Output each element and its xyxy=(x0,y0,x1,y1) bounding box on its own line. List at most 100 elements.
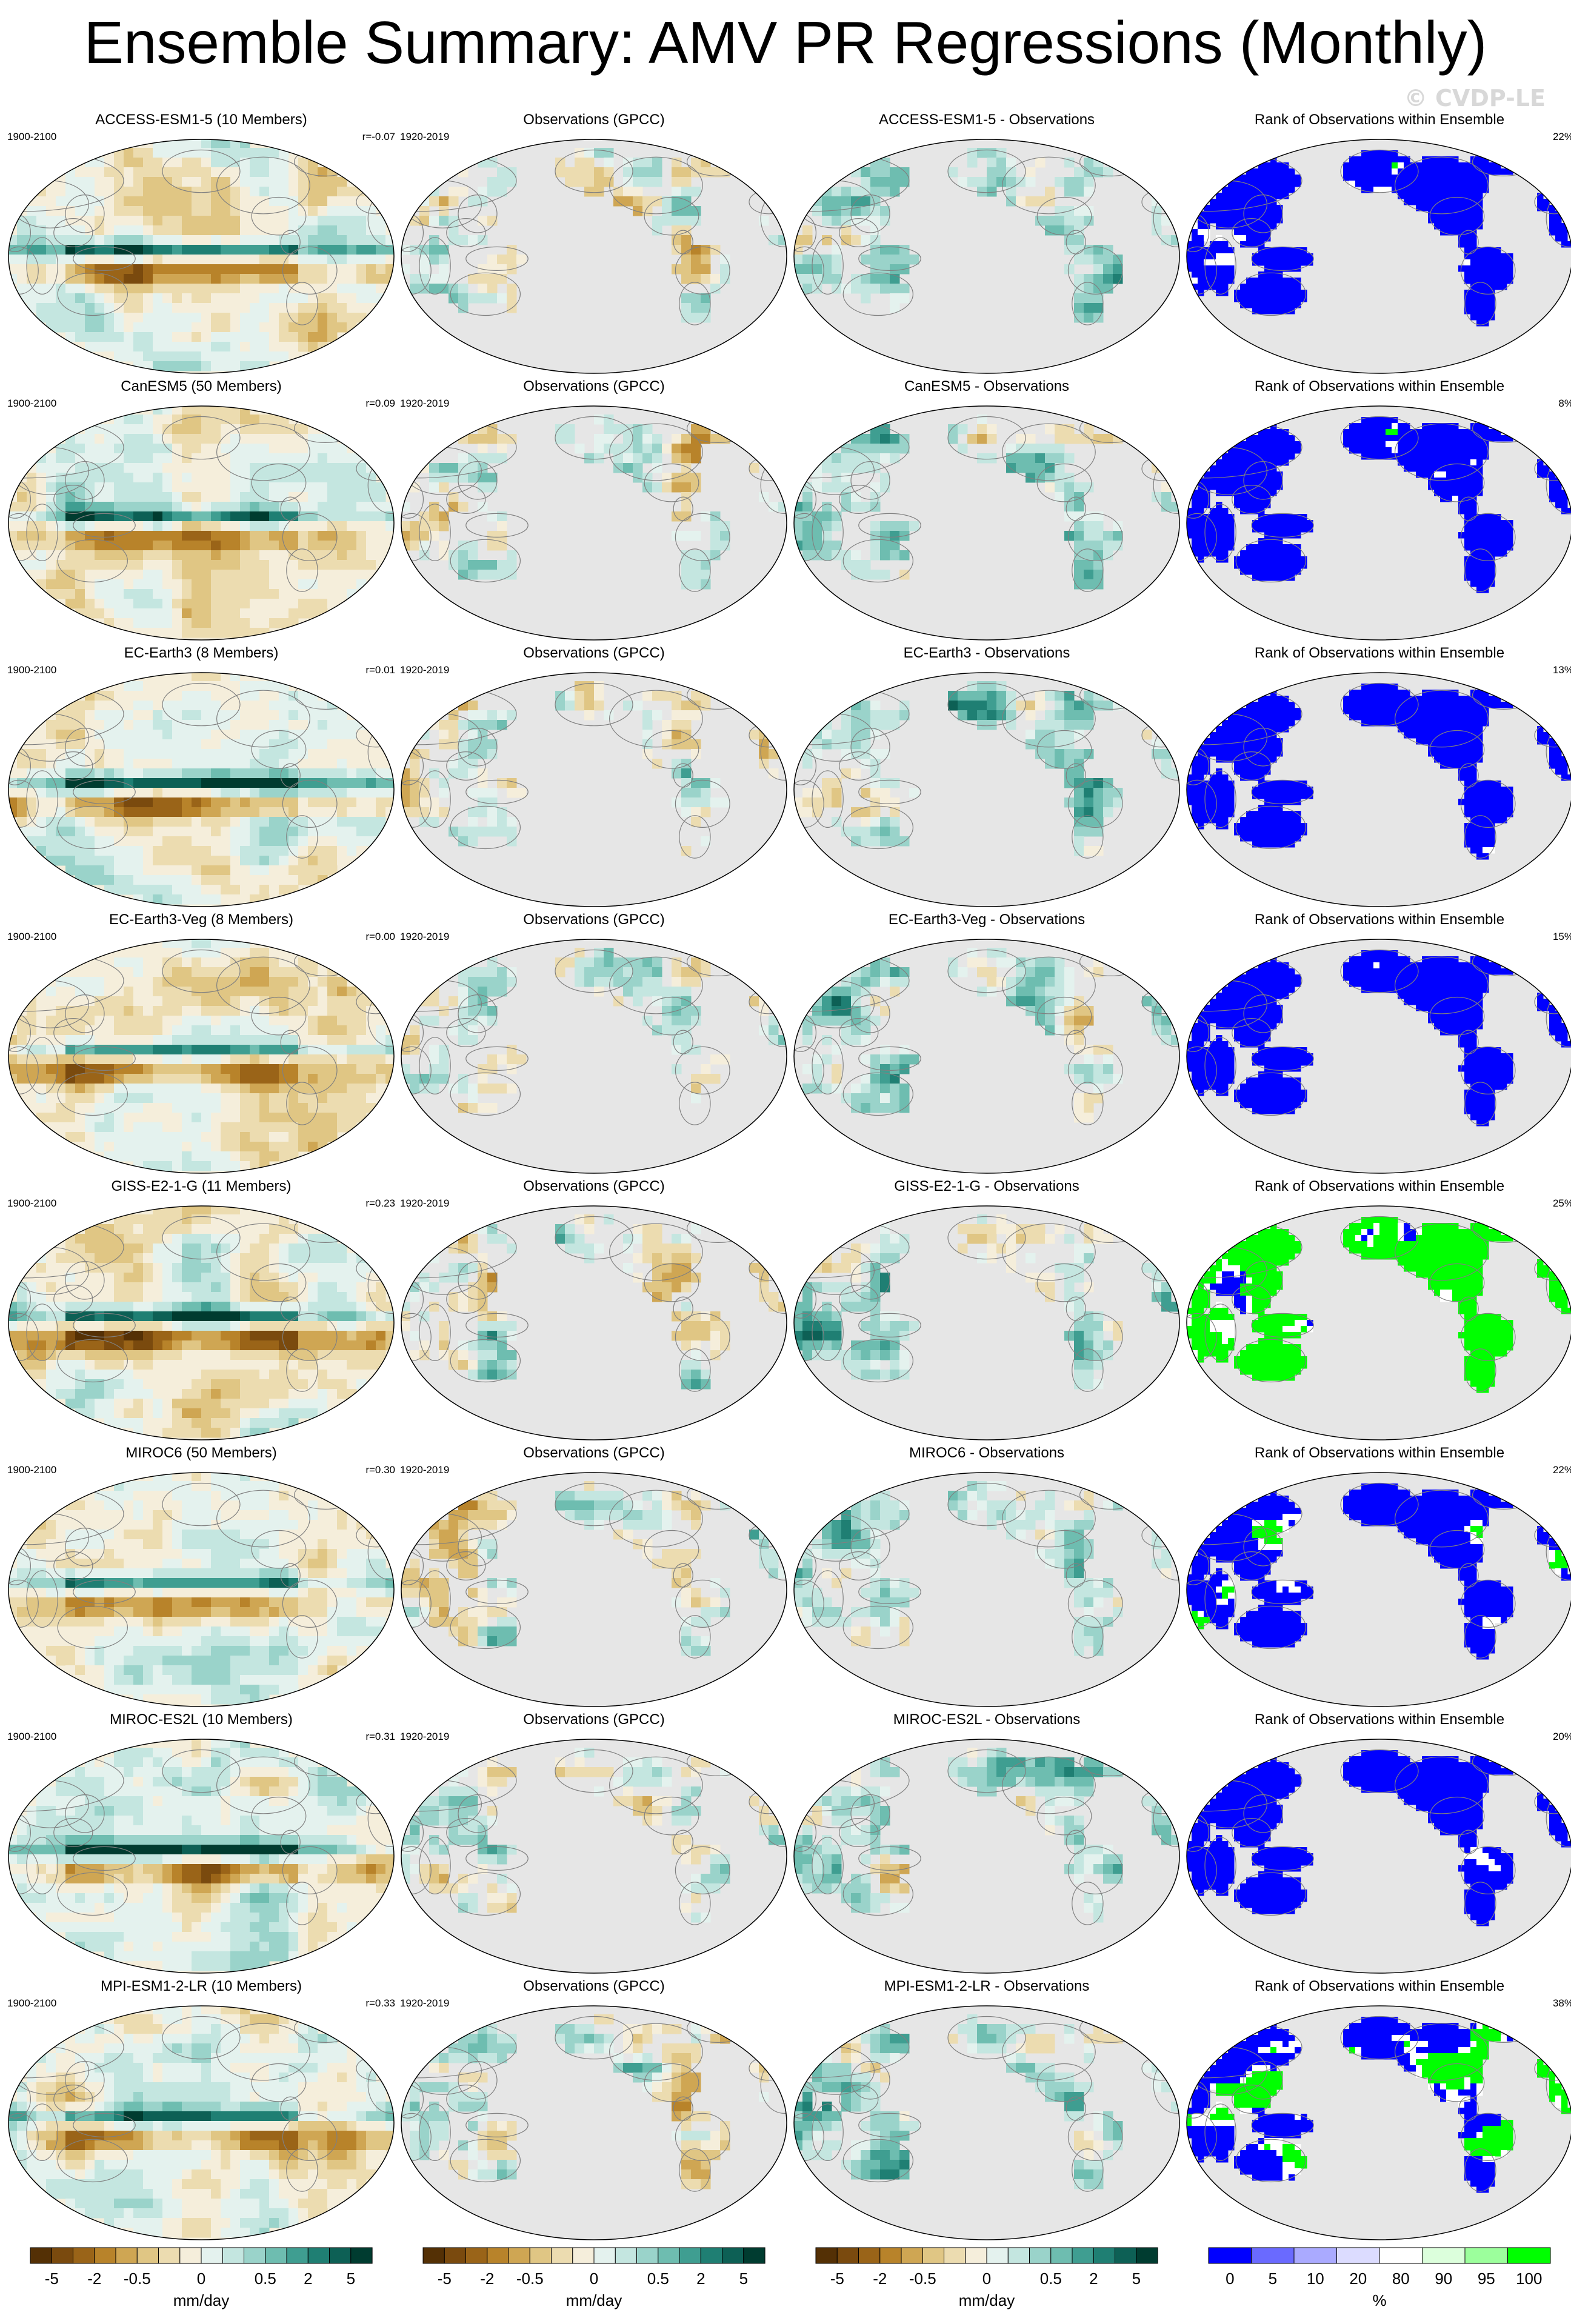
field-cell xyxy=(1452,205,1459,211)
field-cell xyxy=(1055,225,1065,236)
field-cell xyxy=(17,541,27,551)
field-cell xyxy=(259,206,270,216)
field-cell xyxy=(279,730,289,740)
field-cell xyxy=(250,608,260,619)
field-cell xyxy=(1234,181,1241,187)
field-cell xyxy=(269,235,279,245)
field-cell xyxy=(594,701,604,711)
field-cell xyxy=(769,749,779,759)
field-cell xyxy=(162,406,173,415)
field-cell xyxy=(468,759,478,769)
field-cell xyxy=(1422,429,1429,436)
field-cell xyxy=(1428,708,1435,714)
field-cell xyxy=(1216,520,1222,527)
field-cell xyxy=(95,865,105,876)
field-cell xyxy=(1549,484,1556,490)
field-cell xyxy=(497,434,507,444)
field-cell xyxy=(1404,453,1410,460)
field-cell xyxy=(410,788,420,798)
field-cell xyxy=(259,608,270,619)
field-cell xyxy=(85,599,95,609)
field-cell xyxy=(221,303,231,313)
field-cell xyxy=(269,245,279,255)
field-cell xyxy=(1458,211,1465,218)
field-cell xyxy=(1246,720,1253,727)
field-cell xyxy=(1555,478,1562,484)
field-cell xyxy=(27,759,37,769)
field-cell xyxy=(439,196,449,207)
field-cell xyxy=(1452,156,1459,163)
field-cell xyxy=(1470,556,1477,563)
field-cell xyxy=(1289,278,1295,284)
field-cell xyxy=(279,856,289,866)
field-cell xyxy=(1476,544,1483,551)
field-cell xyxy=(46,570,56,580)
field-cell xyxy=(269,463,279,473)
field-cell xyxy=(1103,255,1113,265)
field-cell xyxy=(376,255,386,265)
field-cell xyxy=(1501,284,1507,290)
field-cell xyxy=(1270,259,1277,266)
field-cell xyxy=(192,206,202,216)
field-cell xyxy=(1483,550,1489,557)
field-cell xyxy=(318,196,328,207)
field-cell xyxy=(1264,235,1271,242)
field-cell xyxy=(85,492,95,502)
field-cell xyxy=(1392,684,1398,690)
field-cell xyxy=(996,148,1007,158)
field-cell xyxy=(279,255,289,265)
field-cell xyxy=(259,599,270,609)
field-cell xyxy=(46,807,56,817)
field-cell xyxy=(230,167,241,178)
field-cell xyxy=(201,521,212,531)
field-cell xyxy=(143,759,153,769)
field-cell xyxy=(1549,229,1556,236)
field-cell xyxy=(594,148,604,158)
map-rank xyxy=(1186,139,1571,374)
field-cell xyxy=(153,148,163,158)
field-cell xyxy=(880,788,890,798)
field-cell xyxy=(1289,247,1295,254)
field-cell xyxy=(1264,162,1271,169)
field-cell xyxy=(269,599,279,609)
field-cell xyxy=(95,255,105,265)
field-cell xyxy=(269,313,279,323)
field-cell xyxy=(870,778,881,788)
field-cell xyxy=(143,303,153,313)
field-cell xyxy=(279,492,289,502)
field-cell xyxy=(1349,447,1356,454)
field-cell xyxy=(429,502,439,512)
field-cell xyxy=(347,196,357,207)
field-cell xyxy=(851,827,861,837)
field-cell xyxy=(1434,217,1441,224)
field-cell xyxy=(65,560,76,570)
field-cell xyxy=(230,453,241,464)
field-cell xyxy=(1361,175,1368,181)
field-cell xyxy=(1093,531,1104,541)
field-cell xyxy=(308,710,318,721)
field-cell xyxy=(1264,708,1271,714)
field-cell xyxy=(75,807,85,817)
field-cell xyxy=(478,827,488,837)
period-label: 1920-2019 xyxy=(400,398,450,409)
field-cell xyxy=(1103,284,1113,294)
field-cell xyxy=(1276,514,1283,521)
field-cell xyxy=(1495,271,1501,278)
field-cell xyxy=(259,342,270,352)
field-cell xyxy=(1446,168,1453,175)
field-cell xyxy=(1282,532,1289,539)
field-cell xyxy=(366,255,376,265)
field-cell xyxy=(230,749,241,759)
field-cell xyxy=(298,342,309,352)
field-cell xyxy=(1187,508,1192,514)
field-cell xyxy=(327,332,338,342)
field-cell xyxy=(279,351,289,362)
field-cell xyxy=(250,550,260,561)
field-cell xyxy=(1045,444,1055,454)
field-cell xyxy=(95,473,105,483)
field-cell xyxy=(240,492,250,502)
field-cell xyxy=(337,492,347,502)
field-cell xyxy=(1434,465,1441,472)
field-cell xyxy=(1276,187,1283,193)
field-cell xyxy=(1210,732,1216,739)
